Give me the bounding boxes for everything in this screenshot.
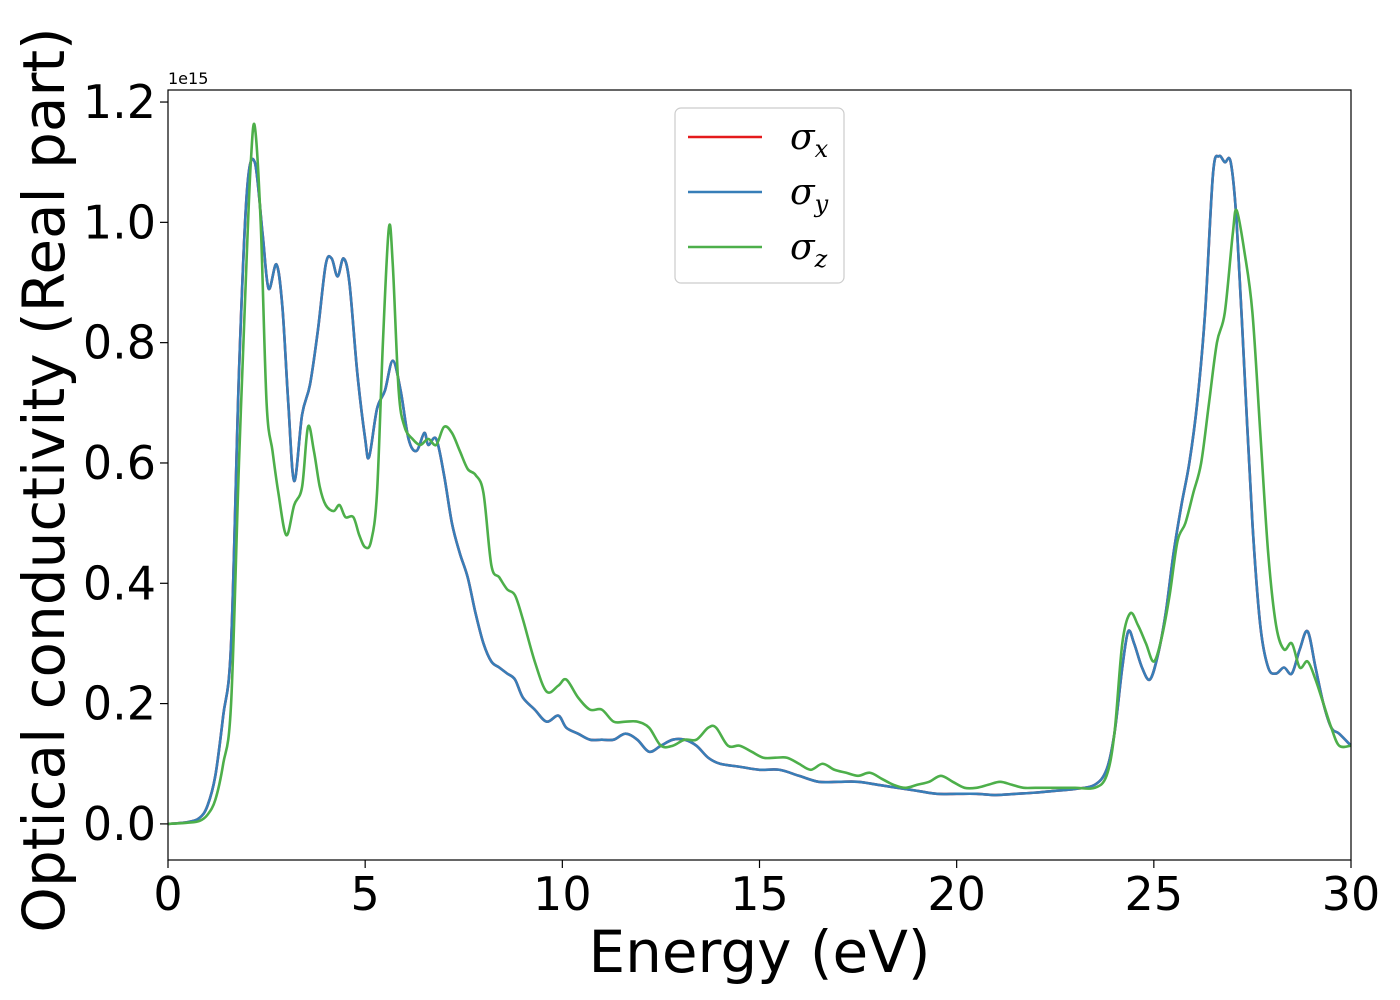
legend: σx σy σz: [674, 107, 845, 284]
x-tick-label: 30: [1322, 867, 1381, 921]
legend-label-y: σy: [790, 172, 829, 218]
y-tick-label: 1.0: [83, 195, 156, 249]
x-tick-label: 0: [153, 867, 182, 921]
y-tick-label: 0.4: [83, 556, 156, 610]
y-tick-label: 0.2: [83, 677, 156, 731]
legend-label-x: σx: [790, 117, 829, 163]
x-tick-label: 20: [927, 867, 986, 921]
y-axis-ticks: 0.0 0.2 0.4 0.6 0.8 1.0 1.2: [83, 75, 168, 851]
x-axis-ticks: 0 5 10 15 20 25 30: [153, 860, 1380, 921]
x-tick-label: 15: [730, 867, 789, 921]
y-tick-label: 0.0: [83, 797, 156, 851]
series-line-z: [168, 122, 1351, 826]
x-tick-label: 10: [533, 867, 592, 921]
legend-box: [674, 107, 845, 284]
y-tick-label: 0.6: [83, 436, 156, 490]
legend-label-z: σz: [790, 227, 828, 273]
x-tick-label: 5: [351, 867, 380, 921]
y-axis-label: Optical conductivity (Real part): [10, 27, 78, 932]
x-axis-label: Energy (eV): [588, 918, 930, 986]
x-tick-label: 25: [1125, 867, 1184, 921]
series-layer: [168, 122, 1351, 826]
y-axis-offset-label: 1e15: [168, 69, 208, 88]
series-line-y: [168, 154, 1351, 826]
y-tick-label: 0.8: [83, 316, 156, 370]
y-tick-label: 1.2: [83, 75, 156, 129]
